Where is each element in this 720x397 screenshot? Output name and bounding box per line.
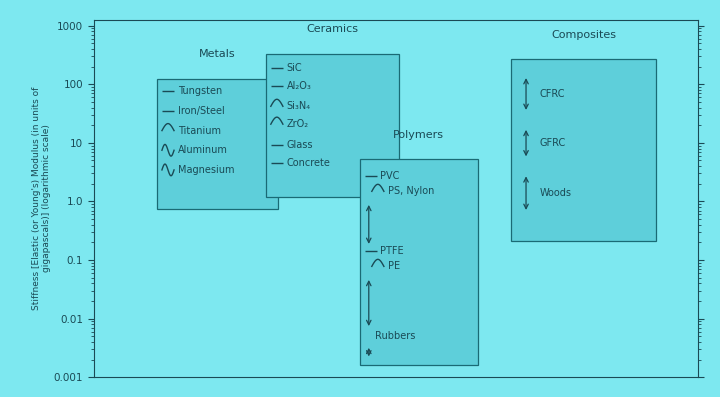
Text: Composites: Composites — [551, 29, 616, 39]
Text: Tungsten: Tungsten — [178, 86, 222, 96]
Text: SiC: SiC — [287, 63, 302, 73]
Text: Ceramics: Ceramics — [307, 24, 359, 34]
Text: Aluminum: Aluminum — [178, 145, 228, 155]
Text: PS, Nylon: PS, Nylon — [387, 186, 434, 197]
Text: ZrO₂: ZrO₂ — [287, 119, 309, 129]
Text: Woods: Woods — [539, 188, 572, 198]
Text: Iron/Steel: Iron/Steel — [178, 106, 225, 116]
Text: PTFE: PTFE — [380, 246, 404, 256]
Bar — [157, 79, 278, 209]
Bar — [511, 59, 656, 241]
Text: Si₃N₄: Si₃N₄ — [287, 101, 310, 111]
Text: Titanium: Titanium — [178, 125, 220, 136]
Text: Rubbers: Rubbers — [375, 331, 415, 341]
Bar — [360, 159, 477, 364]
Text: Concrete: Concrete — [287, 158, 330, 168]
Text: Al₂O₃: Al₂O₃ — [287, 81, 312, 91]
Bar — [266, 54, 399, 197]
Text: PE: PE — [387, 261, 400, 272]
Text: Metals: Metals — [199, 49, 236, 59]
Text: Polymers: Polymers — [393, 129, 444, 140]
Text: GFRC: GFRC — [539, 138, 566, 148]
Y-axis label: Stiffness [Elastic (or Young's) Modulus (in units of
gigapascals)] (logarithmic : Stiffness [Elastic (or Young's) Modulus … — [32, 87, 51, 310]
Text: PVC: PVC — [380, 171, 400, 181]
Text: Glass: Glass — [287, 140, 313, 150]
Text: CFRC: CFRC — [539, 89, 564, 99]
Text: Magnesium: Magnesium — [178, 165, 234, 175]
